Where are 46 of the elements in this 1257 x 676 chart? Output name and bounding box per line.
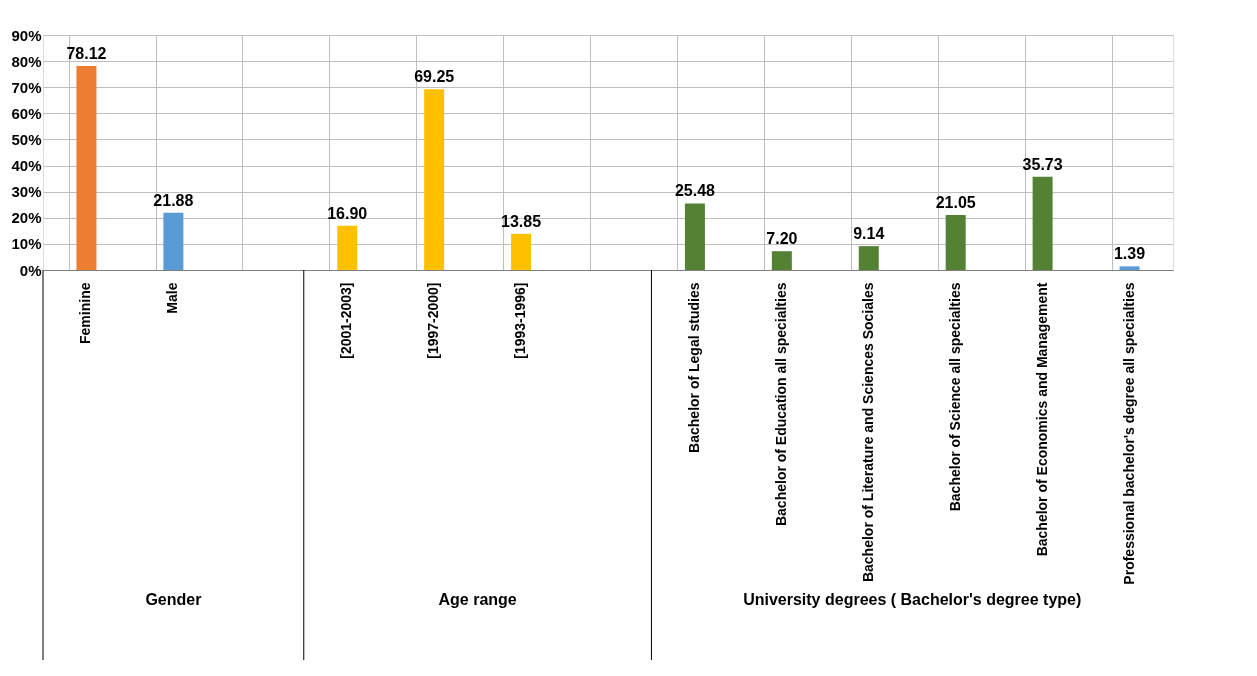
y-tick-label: 90% <box>11 26 42 44</box>
bar <box>1119 266 1140 270</box>
x-tick-label: Bachelor of Literature and Sciences Sociales <box>859 282 876 583</box>
data-label: 21.88 <box>153 191 194 209</box>
data-label: 7.20 <box>766 230 798 248</box>
y-tick-label: 50% <box>11 130 42 148</box>
bar <box>945 215 966 270</box>
x-tick-label: [1997-2000] <box>425 282 442 359</box>
data-label: 13.85 <box>501 212 542 230</box>
y-tick-label: 10% <box>11 235 42 253</box>
bar <box>424 89 445 270</box>
bar <box>76 66 97 270</box>
x-tick-label: Bachelor of Science all specialties <box>946 282 963 512</box>
y-tick-label: 70% <box>11 78 42 96</box>
x-tick-label: Bachelor of Education all specialties <box>772 282 789 527</box>
y-tick-label: 0% <box>19 261 42 279</box>
bar <box>771 251 792 270</box>
bar <box>337 225 358 270</box>
bar <box>511 233 532 270</box>
x-tick-label: Bachelor of Economics and Management <box>1033 282 1050 557</box>
bar <box>684 203 705 270</box>
y-tick-label: 60% <box>11 104 42 122</box>
bar <box>163 212 184 270</box>
y-tick-label: 30% <box>11 183 42 201</box>
text: Gender <box>145 591 202 608</box>
x-tick-label: Male <box>164 282 181 314</box>
x-tick-label: [2001-2003] <box>338 282 355 359</box>
y-tick-label: 20% <box>11 209 42 227</box>
data-label: 21.05 <box>935 194 976 212</box>
data-label: 16.90 <box>327 204 368 222</box>
bar <box>1032 176 1053 270</box>
text: University degrees ( Bachelor's degree type) <box>743 591 1082 608</box>
y-tick-label: 80% <box>11 52 42 70</box>
data-label: 35.73 <box>1022 155 1063 173</box>
x-tick-label: Bachelor of Legal studies <box>685 282 702 453</box>
data-label: 25.48 <box>674 182 716 200</box>
x-tick-label: Feminine <box>77 282 94 344</box>
data-label: 69.25 <box>414 68 455 86</box>
x-tick-label: Professional bachelor's degree all specialties <box>1120 282 1137 585</box>
y-tick-label: 40% <box>11 157 42 175</box>
data-label: 1.39 <box>1113 245 1146 263</box>
text: Age range <box>438 591 517 608</box>
data-label: 78.12 <box>66 45 107 63</box>
data-label: 9.14 <box>853 225 885 243</box>
x-tick-label: [1993-1996] <box>512 282 529 359</box>
bar <box>858 246 879 270</box>
